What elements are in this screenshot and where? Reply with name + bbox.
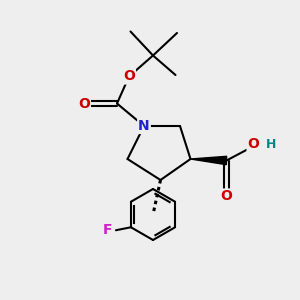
Text: F: F: [103, 223, 112, 237]
Text: O: O: [123, 70, 135, 83]
Polygon shape: [190, 156, 227, 165]
Text: H: H: [266, 137, 277, 151]
Text: N: N: [138, 119, 150, 133]
Text: O: O: [220, 190, 232, 203]
Text: O: O: [248, 137, 260, 151]
Text: O: O: [78, 97, 90, 110]
